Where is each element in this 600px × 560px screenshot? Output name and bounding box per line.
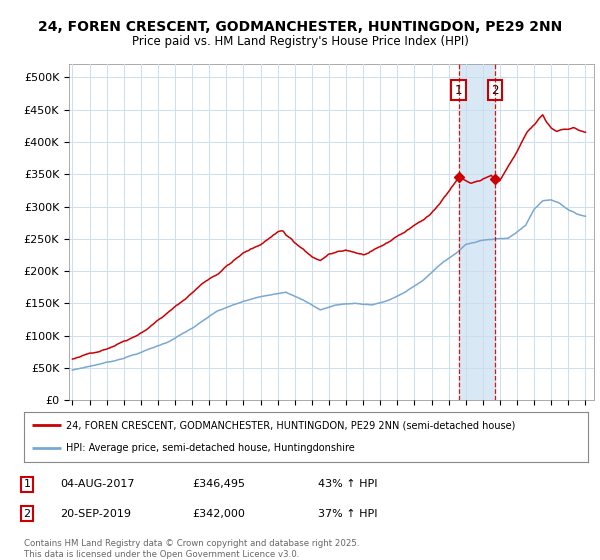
Text: 20-SEP-2019: 20-SEP-2019 xyxy=(60,508,131,519)
Bar xyxy=(458,64,495,400)
Text: 24, FOREN CRESCENT, GODMANCHESTER, HUNTINGDON, PE29 2NN (semi-detached house): 24, FOREN CRESCENT, GODMANCHESTER, HUNTI… xyxy=(66,420,515,430)
Text: 1: 1 xyxy=(23,479,31,489)
Text: 04-AUG-2017: 04-AUG-2017 xyxy=(60,479,134,489)
Text: 37% ↑ HPI: 37% ↑ HPI xyxy=(318,508,377,519)
Text: £342,000: £342,000 xyxy=(192,508,245,519)
Text: 24, FOREN CRESCENT, GODMANCHESTER, HUNTINGDON, PE29 2NN: 24, FOREN CRESCENT, GODMANCHESTER, HUNTI… xyxy=(38,20,562,34)
Text: Price paid vs. HM Land Registry's House Price Index (HPI): Price paid vs. HM Land Registry's House … xyxy=(131,35,469,48)
Text: Contains HM Land Registry data © Crown copyright and database right 2025.
This d: Contains HM Land Registry data © Crown c… xyxy=(24,539,359,559)
Text: 43% ↑ HPI: 43% ↑ HPI xyxy=(318,479,377,489)
Text: 2: 2 xyxy=(23,508,31,519)
Text: HPI: Average price, semi-detached house, Huntingdonshire: HPI: Average price, semi-detached house,… xyxy=(66,444,355,454)
Text: 2: 2 xyxy=(491,84,499,97)
Text: £346,495: £346,495 xyxy=(192,479,245,489)
Text: 1: 1 xyxy=(455,84,463,97)
